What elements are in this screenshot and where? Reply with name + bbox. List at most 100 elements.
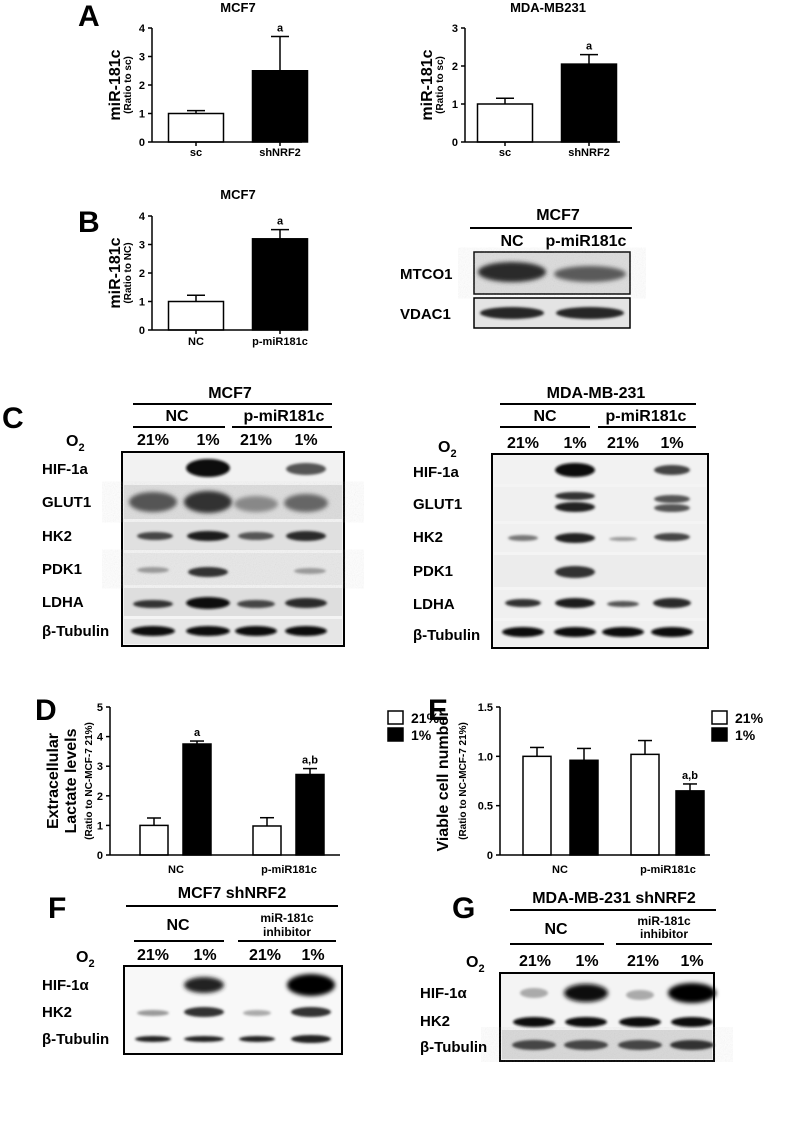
significance-label: a [586,41,593,53]
y-tick-label: 1.0 [478,751,493,763]
panel-letter-a: A [78,0,100,33]
blot-b-lane-nc: NC [500,233,524,250]
significance-label: a [277,23,284,35]
blot-c2-lane-2: 1% [563,435,586,452]
blot-g-lane-4: 1% [680,953,703,970]
legend-label: 1% [735,727,756,743]
blot-c2-cell-label: MDA-MB-231 [547,385,646,402]
blot-c2-group-p-mir181c: p-miR181c [606,408,687,425]
significance-label: a [194,727,201,739]
y-tick-label: 4 [97,732,104,744]
blot-c1-lane-2: 1% [196,432,219,449]
blot-c1-lane-1: 21% [137,432,169,449]
blot-g-row-hk2: HK2 [420,1013,450,1030]
blot-c1-row-hif1a: HIF-1a [42,461,89,478]
blot-c-mda-mb-231: MDA-MB-231 NC p-miR181c O2 21% 1% 21% 1% [413,385,709,649]
blot-f-row-hk2: HK2 [42,1004,72,1021]
blot-b-row-mtco1: MTCO1 [400,266,453,283]
blot-g-row-hif1a: HIF-1α [420,985,468,1002]
y-tick-label: 3 [452,23,458,35]
chart-a-mcf7: MCF7 miR-181c (Ratio to sc) 0 1 2 3 4 sc shNRF2 a [107,0,309,159]
bar [182,743,212,856]
bar [167,112,225,143]
blot-g-group-nc: NC [544,921,568,938]
blot-b: MCF7 NC p-miR181c MTCO1 VDAC1 [400,207,632,329]
x-tick-label: NC [552,864,568,876]
x-tick-label: sc [190,147,202,159]
significance-label: a,b [302,755,318,767]
blot-g-group-mir181c: miR-181c [637,914,691,928]
bar [251,238,309,331]
legend-label: 21% [411,710,440,726]
significance-label: a [277,216,284,228]
blot-c2-lane-4: 1% [660,435,683,452]
y-tick-label: 0 [97,850,103,862]
legend-label: 1% [411,727,432,743]
y-tick-label: 0.5 [478,801,493,813]
y-tick-label: 2 [97,791,103,803]
blot-f-lane-3: 21% [249,947,281,964]
blot-c1-cell-label: MCF7 [208,385,252,402]
blot-f-group-nc: NC [166,917,190,934]
chart-b-mcf7: MCF7 miR-181c (Ratio to NC) 0 1 2 3 4 NC p-miR181… [107,187,309,348]
blot-c1-lane-3: 21% [240,432,272,449]
blot-c2-group-nc: NC [533,408,557,425]
bar [252,825,282,856]
blot-c1-lane-4: 1% [294,432,317,449]
blot-c1-group-nc: NC [165,408,189,425]
blot-g: MDA-MB-231 shNRF2 NC miR-181c inhibitor … [420,890,716,1062]
bar [522,755,552,856]
blot-c2-row-hk2: HK2 [413,529,443,546]
legend-swatch [387,727,404,742]
blot-b-lane-p-mir181c: p-miR181c [546,233,627,250]
bar [560,63,618,143]
bar [630,753,660,856]
y-tick-label: 5 [97,702,103,714]
blot-g-cell-label: MDA-MB-231 shNRF2 [532,890,696,907]
blot-f-group-mir181c: miR-181c [260,911,314,925]
y-tick-label: 1 [452,99,458,111]
blot-f-group-inhibitor: inhibitor [263,925,311,939]
blot-g-lane-2: 1% [575,953,598,970]
y-axis-label-line2: Lactate levels [63,728,80,833]
legend-swatch [711,710,728,725]
chart-title: MCF7 [220,187,255,202]
x-tick-label: p-miR181c [640,864,696,876]
y-tick-label: 1 [139,297,145,309]
legend-swatch [387,710,404,725]
y-tick-label: 4 [139,23,146,35]
y-tick-label: 0 [487,850,493,862]
blot-c2-row-glut1: GLUT1 [413,496,462,513]
blot-c1-group-p-mir181c: p-miR181c [244,408,325,425]
blot-c1-row-hk2: HK2 [42,528,72,545]
y-axis-label: miR-181c [107,237,124,308]
blot-f-row-hif1a: HIF-1α [42,977,90,994]
y-axis-label: miR-181c [419,49,436,120]
x-tick-label: shNRF2 [568,147,610,159]
bar [675,790,705,856]
x-tick-label: NC [168,864,184,876]
bar [569,759,599,856]
y-tick-label: 3 [139,240,145,252]
y-tick-label: 3 [97,761,103,773]
panel-letter-b: B [78,206,100,239]
blot-c1-row-pdk1: PDK1 [42,561,82,578]
blot-f-row-beta-tubulin: β-Tubulin [42,1031,109,1048]
x-tick-label: sc [499,147,511,159]
y-axis-label: Extracellular [45,733,62,829]
blot-c2-o2-label: O2 [438,439,457,460]
blot-g-o2-label: O2 [466,954,485,975]
panel-letter-f: F [48,892,66,925]
x-tick-label: shNRF2 [259,147,301,159]
y-tick-label: 0 [139,137,145,149]
blot-f-lane-1: 21% [137,947,169,964]
y-axis-sublabel: (Ratio to NC-MCF-7 21%) [84,722,95,840]
bar [295,773,325,856]
y-tick-label: 0 [139,325,145,337]
y-axis-sublabel: (Ratio to sc) [123,56,134,114]
y-axis-label: miR-181c [107,49,124,120]
y-tick-label: 2 [139,268,145,280]
blot-c-mcf7: MCF7 NC p-miR181c O2 21% 1% 21% 1% [42,385,345,647]
blot-c2-row-beta-tubulin: β-Tubulin [413,627,480,644]
